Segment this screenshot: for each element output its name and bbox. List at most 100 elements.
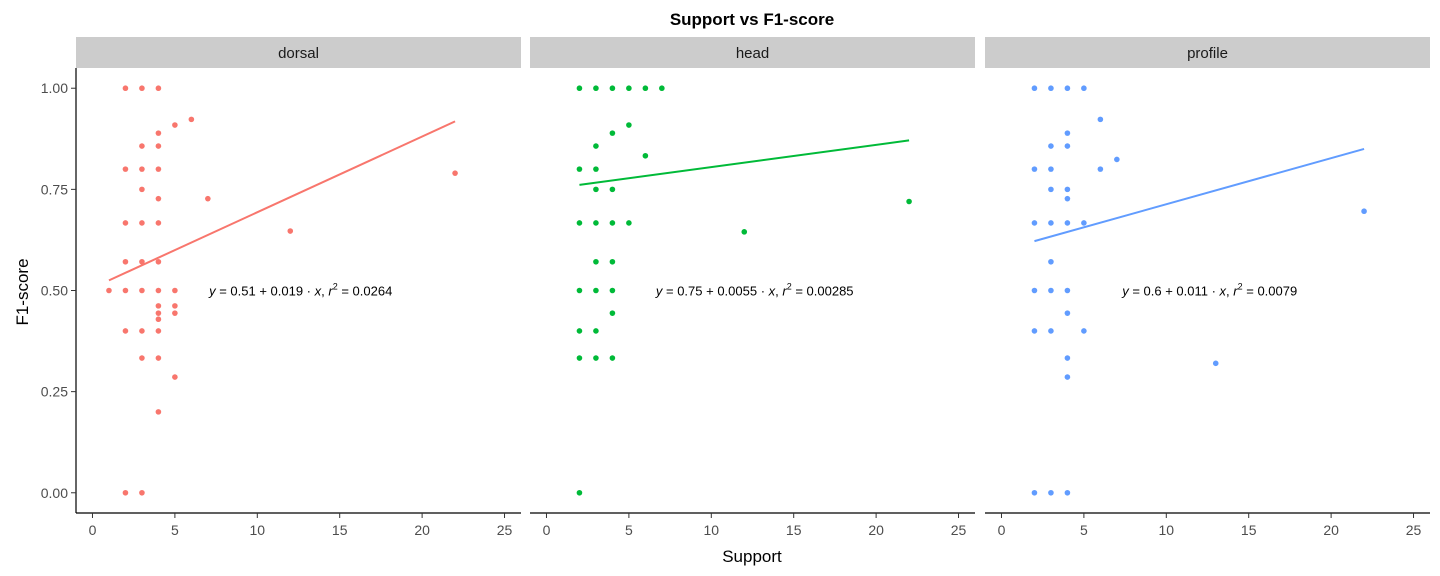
data-point <box>122 287 129 294</box>
y-tick-label: 0.25 <box>41 384 68 400</box>
data-point <box>1064 220 1071 226</box>
data-point <box>642 85 649 92</box>
x-tick-label: 0 <box>998 522 1006 538</box>
data-point <box>1031 489 1038 496</box>
data-point <box>626 220 632 226</box>
data-point <box>172 287 178 294</box>
x-tick-label: 15 <box>786 522 802 538</box>
data-point <box>609 130 616 136</box>
regression-equation: y = 0.75 + 0.0055 · x, r2 = 0.00285 <box>655 282 854 299</box>
data-point <box>1031 287 1038 294</box>
x-tick-label: 10 <box>704 522 720 538</box>
data-point <box>155 195 162 202</box>
x-axis-title: Support <box>722 547 782 566</box>
data-point <box>593 328 599 334</box>
facet-label: dorsal <box>278 45 319 62</box>
x-tick-label: 25 <box>497 522 513 538</box>
data-point <box>1048 328 1054 334</box>
facet-label: profile <box>1187 45 1228 62</box>
data-point <box>593 258 599 265</box>
data-point <box>155 316 162 323</box>
data-point <box>1031 85 1038 92</box>
data-point <box>139 186 145 193</box>
data-point <box>172 303 178 309</box>
data-point <box>122 328 129 334</box>
data-point <box>593 166 599 172</box>
data-point <box>122 166 129 172</box>
data-point <box>1031 166 1038 172</box>
data-point <box>1064 85 1071 92</box>
facet-strip <box>985 37 1430 68</box>
data-point <box>906 198 912 205</box>
data-point <box>626 85 632 92</box>
data-point <box>593 186 599 193</box>
data-point <box>139 287 145 294</box>
data-point <box>576 287 583 294</box>
data-point <box>609 287 616 294</box>
data-point <box>139 143 145 149</box>
x-tick-label: 5 <box>171 522 179 538</box>
data-point <box>155 130 162 136</box>
y-tick-label: 0.00 <box>41 485 68 501</box>
data-point <box>172 122 178 128</box>
y-axis-title: F1-score <box>13 258 32 325</box>
data-point <box>155 409 162 415</box>
data-point <box>139 258 145 265</box>
data-point <box>1048 258 1054 265</box>
data-point <box>576 489 583 496</box>
x-tick-label: 5 <box>1080 522 1088 538</box>
data-point <box>155 143 162 149</box>
panel-profile: profile 0 5 10 15 20 25 y = 0.6 + 0.011 · x, r2… <box>985 37 1430 538</box>
data-point <box>155 287 162 294</box>
x-tick-label: 20 <box>414 522 430 538</box>
data-point <box>287 228 294 234</box>
data-point <box>139 166 145 172</box>
x-tick-label: 20 <box>868 522 884 538</box>
data-point <box>1048 220 1054 226</box>
regression-line-head <box>579 139 910 186</box>
data-point <box>1064 355 1071 361</box>
data-point <box>122 85 129 92</box>
data-point <box>205 195 211 202</box>
data-point <box>741 229 748 235</box>
data-point <box>139 220 145 226</box>
data-point <box>1048 287 1054 294</box>
x-tick-label: 0 <box>543 522 551 538</box>
data-point <box>155 355 162 361</box>
x-tick-label: 25 <box>1406 522 1422 538</box>
data-point <box>1031 220 1038 226</box>
data-point <box>1064 374 1071 380</box>
regression-equation: y = 0.6 + 0.011 · x, r2 = 0.0079 <box>1121 282 1297 299</box>
data-point <box>609 258 616 265</box>
data-point <box>155 303 162 309</box>
data-point <box>576 220 583 226</box>
x-tick-label: 25 <box>951 522 967 538</box>
facet-strip <box>530 37 975 68</box>
data-point <box>1081 85 1087 92</box>
facet-label: head <box>736 45 769 62</box>
data-point <box>1361 208 1367 215</box>
panel-dorsal: dorsal 0 5 10 15 20 25 0.00 0.25 0.50 0.75 1.00 y = … <box>41 37 521 538</box>
x-tick-label: 15 <box>1241 522 1257 538</box>
data-point <box>155 310 162 316</box>
data-point <box>659 85 665 92</box>
y-tick-label: 1.00 <box>41 80 68 96</box>
data-point <box>155 258 162 265</box>
data-point <box>609 310 616 316</box>
regression-equation: y = 0.51 + 0.019 · x, r2 = 0.0264 <box>208 282 392 299</box>
x-tick-label: 10 <box>250 522 266 538</box>
data-point <box>1081 328 1087 334</box>
facet-strip <box>76 37 521 68</box>
data-point <box>1048 85 1054 92</box>
panel-head: head 0 5 10 15 20 25 y = 0.75 + 0.0055 · x, r2 … <box>530 37 975 538</box>
x-tick-label: 10 <box>1159 522 1175 538</box>
data-point <box>609 85 616 92</box>
data-point <box>1064 195 1071 202</box>
data-point <box>155 166 162 172</box>
data-point <box>576 355 583 361</box>
data-point <box>576 85 583 92</box>
data-point <box>1064 489 1071 496</box>
data-point <box>609 355 616 361</box>
chart-title: Support vs F1-score <box>670 10 834 29</box>
